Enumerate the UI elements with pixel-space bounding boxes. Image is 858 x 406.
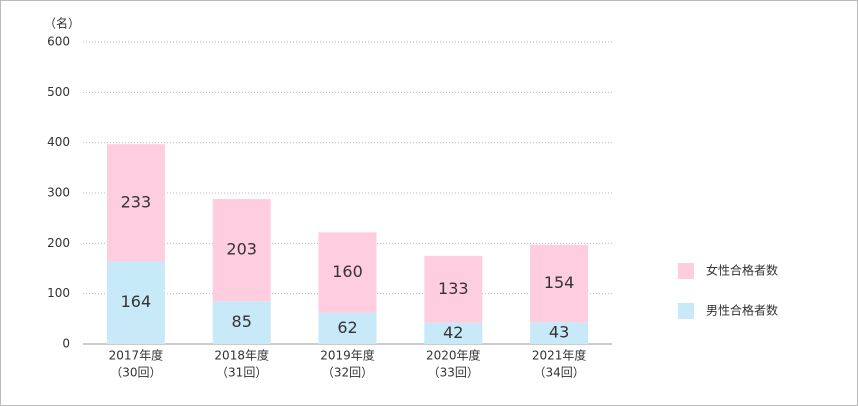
bar-segment	[530, 244, 589, 323]
y-tick-label: 500	[47, 85, 70, 99]
value-label: 160	[332, 262, 363, 281]
x-tick-label: 2020年度	[426, 348, 481, 363]
y-tick-label: 0	[62, 337, 70, 351]
x-tick-label: （30回）	[110, 366, 161, 380]
x-tick-label: （34回）	[533, 366, 584, 380]
bar-segment	[106, 144, 165, 262]
bar-segment	[318, 312, 377, 344]
value-label: 42	[443, 323, 463, 342]
value-label: 164	[121, 292, 152, 311]
bar-segment	[106, 261, 165, 344]
bar-segment	[424, 255, 483, 323]
bar-segment	[424, 322, 483, 344]
value-label: 62	[337, 318, 357, 337]
bar-segment	[318, 232, 377, 313]
bar-segment	[212, 199, 271, 302]
bar-segment	[530, 322, 589, 344]
x-tick-label: （32回）	[322, 366, 373, 380]
legend-label: 男性合格者数	[706, 303, 778, 318]
y-tick-label: 400	[47, 135, 70, 149]
x-tick-label: 2021年度	[532, 348, 587, 363]
value-label: 43	[549, 323, 569, 342]
legend-swatch	[678, 303, 694, 319]
value-label: 85	[232, 312, 252, 331]
bar-segment	[212, 301, 271, 344]
value-label: 233	[121, 192, 152, 211]
legend-label: 女性合格者数	[706, 263, 778, 278]
value-label: 203	[226, 240, 257, 259]
y-tick-label: 200	[47, 236, 70, 250]
x-tick-label: 2019年度	[320, 348, 375, 363]
y-tick-label: 600	[47, 35, 70, 49]
x-tick-label: （31回）	[216, 366, 267, 380]
legend-swatch	[678, 263, 694, 279]
y-tick-label: 100	[47, 286, 70, 300]
y-tick-label: 300	[47, 186, 70, 200]
y-unit-label: （名）	[44, 16, 80, 31]
value-label: 154	[544, 273, 575, 292]
x-tick-label: 2017年度	[109, 348, 164, 363]
x-tick-label: （33回）	[428, 366, 479, 380]
x-tick-label: 2018年度	[214, 348, 269, 363]
value-label: 133	[438, 279, 469, 298]
